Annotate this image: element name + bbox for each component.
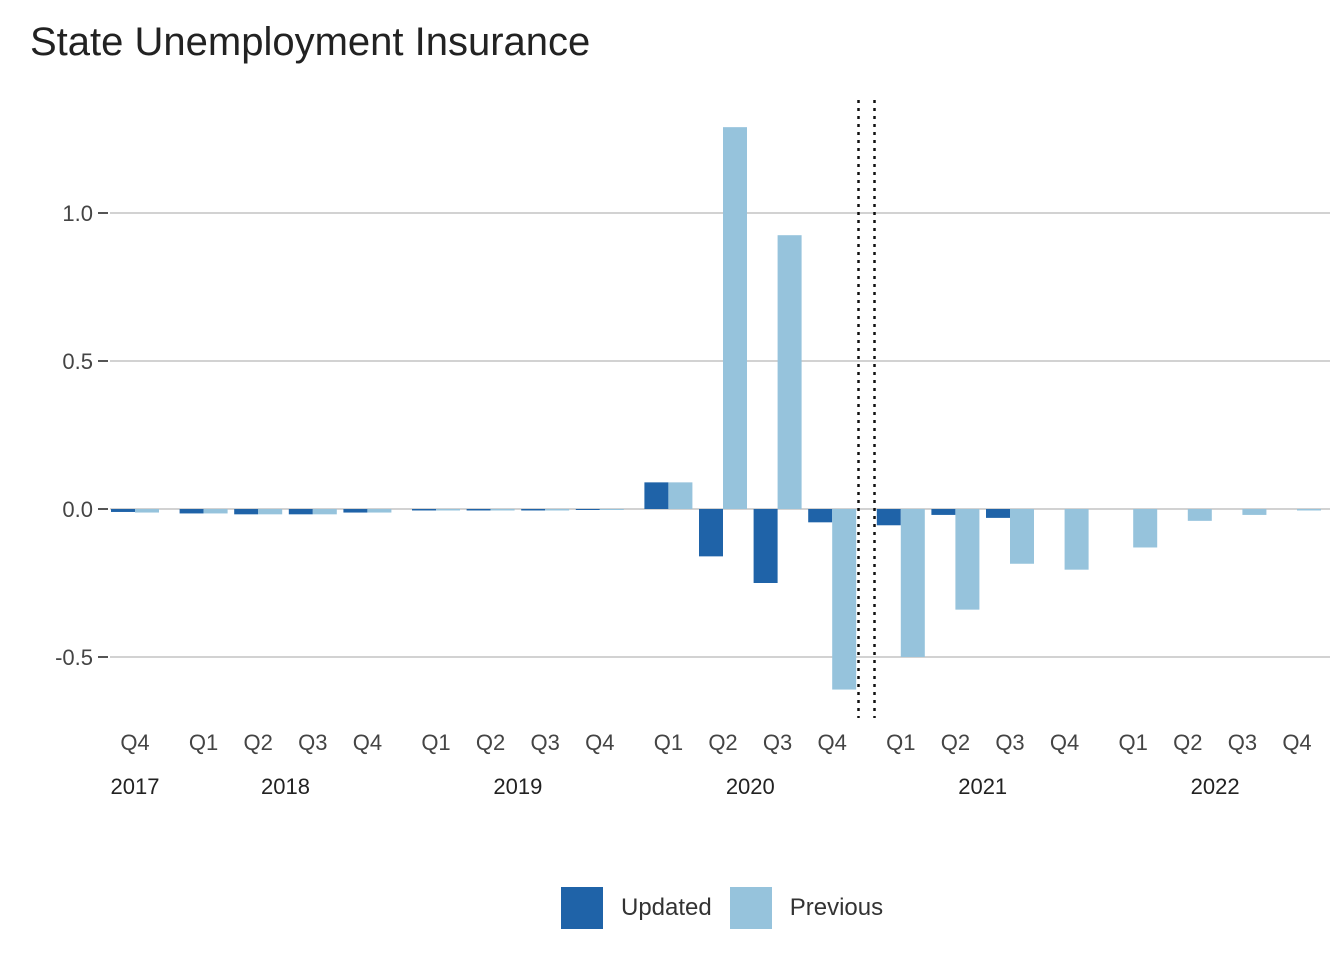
x-tick-label: Q2 — [941, 730, 970, 755]
x-tick-label: Q2 — [1173, 730, 1202, 755]
bar-previous — [777, 235, 802, 509]
bar-previous — [599, 509, 624, 510]
legend-swatch-previous — [729, 887, 772, 929]
x-tick-label: Q4 — [818, 730, 847, 755]
reference-lines — [857, 100, 876, 718]
bar-previous — [668, 482, 693, 509]
bar-previous — [955, 509, 980, 610]
legend-label-updated: Updated — [621, 894, 712, 921]
legend-swatch-updated — [561, 887, 603, 929]
bar-updated — [876, 509, 901, 526]
bar-updated — [808, 509, 833, 523]
bar-updated — [466, 509, 491, 511]
y-axis: 1.0 0.5 0.0 -0.5 — [55, 201, 108, 670]
bar-previous — [900, 509, 925, 657]
y-tick-label: 1.0 — [62, 201, 93, 226]
x-tick-label: Q4 — [120, 730, 149, 755]
bar-updated — [575, 509, 600, 510]
x-tick-label: Q3 — [298, 730, 327, 755]
bar-updated — [931, 509, 956, 515]
bar-updated — [412, 509, 436, 511]
x-tick-label: Q3 — [1228, 730, 1257, 755]
x-tick-label: Q3 — [763, 730, 792, 755]
bar-previous — [723, 127, 747, 509]
x-tick-label: Q3 — [531, 730, 560, 755]
bar-previous — [367, 509, 392, 513]
year-label: 2020 — [726, 774, 775, 799]
x-tick-label: Q2 — [708, 730, 737, 755]
bar-previous — [1010, 509, 1034, 564]
year-label: 2019 — [493, 774, 542, 799]
x-tick-label: Q4 — [1050, 730, 1079, 755]
bar-updated — [111, 509, 135, 512]
bar-previous — [203, 509, 228, 514]
x-tick-label: Q1 — [886, 730, 915, 755]
x-tick-label: Q3 — [995, 730, 1024, 755]
x-tick-label: Q1 — [421, 730, 450, 755]
year-label: 2022 — [1191, 774, 1240, 799]
year-label: 2018 — [261, 774, 310, 799]
bar-updated — [753, 509, 778, 583]
x-tick-label: Q4 — [1282, 730, 1311, 755]
bars — [111, 127, 1321, 690]
bar-previous — [1297, 509, 1321, 511]
year-label: 2017 — [111, 774, 160, 799]
bar-previous — [436, 509, 460, 511]
bar-previous — [135, 509, 159, 513]
bar-previous — [545, 509, 570, 511]
x-axis: Q4 Q1 Q2 Q3 Q4 Q1 Q2 Q3 Q4 Q1 Q2 Q3 Q4 Q1 Q2 Q3 Q4 Q1 Q2 Q3… — [111, 730, 1312, 799]
bar-updated — [234, 509, 259, 515]
bar-previous — [312, 509, 337, 515]
y-tick-label: -0.5 — [55, 645, 93, 670]
bar-updated — [644, 482, 669, 509]
legend-item-previous: Previous — [729, 887, 884, 929]
bar-updated — [179, 509, 204, 514]
x-tick-label: Q4 — [353, 730, 382, 755]
chart-title: State Unemployment Insurance — [30, 20, 591, 64]
y-tick-label: 0.0 — [62, 497, 93, 522]
bar-previous — [1242, 509, 1267, 515]
x-tick-label: Q1 — [1119, 730, 1148, 755]
x-tick-label: Q1 — [654, 730, 683, 755]
legend: Updated Previous — [561, 887, 901, 929]
x-tick-label: Q4 — [585, 730, 614, 755]
bar-updated — [521, 509, 546, 511]
bar-previous — [1187, 509, 1212, 521]
x-tick-label: Q1 — [189, 730, 218, 755]
bar-previous — [258, 509, 283, 515]
bar-previous — [1064, 509, 1089, 570]
grid-lines — [110, 212, 1330, 658]
bar-updated — [288, 509, 313, 515]
legend-item-updated: Updated — [561, 887, 712, 929]
bar-previous — [1133, 509, 1158, 548]
bar-previous — [490, 509, 515, 511]
bar-updated — [699, 509, 723, 557]
y-tick-label: 0.5 — [62, 349, 93, 374]
bar-previous — [832, 509, 857, 690]
x-tick-label: Q2 — [476, 730, 505, 755]
bar-updated — [986, 509, 1010, 518]
year-label: 2021 — [958, 774, 1007, 799]
x-tick-label: Q2 — [244, 730, 273, 755]
bar-updated — [343, 509, 368, 513]
legend-label-previous: Previous — [789, 894, 884, 921]
